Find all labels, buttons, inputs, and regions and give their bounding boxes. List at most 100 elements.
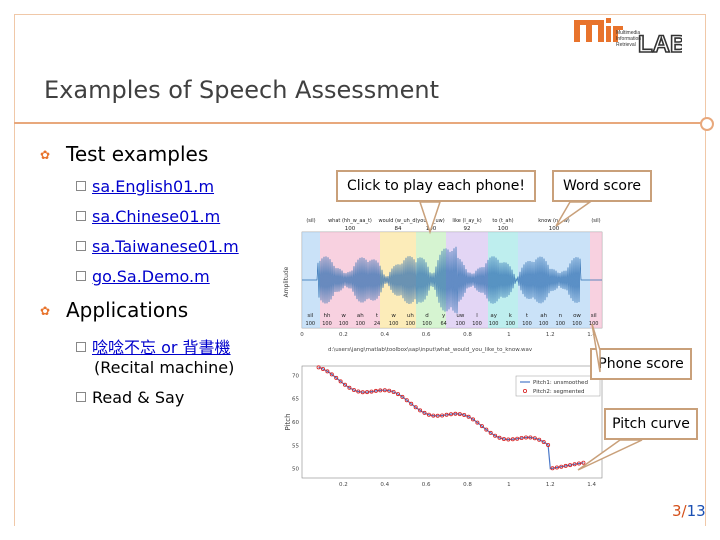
callout-word-score-text: Word score	[562, 178, 642, 194]
speech-assessment-figure: (sil) what (hh_w_aa_t) would (w_uh_d) you (…	[283, 218, 603, 488]
pitch-point	[382, 388, 387, 393]
checkbox-bullet-icon	[76, 241, 86, 251]
page-total: 13	[686, 502, 706, 520]
word-label: like (l_ay_k)	[452, 218, 481, 224]
pitch-point	[316, 365, 321, 370]
phone-score: 100	[556, 321, 566, 327]
pitch-point	[365, 390, 370, 395]
waveform-x-tick: 0.6	[422, 332, 431, 338]
bullet-applications: ✿ Applications	[40, 298, 189, 322]
word-label: to (t_ah)	[492, 218, 513, 224]
word-segment	[416, 232, 446, 328]
app-item-recital-english: (Recital machine)	[94, 358, 235, 377]
pitch-point	[501, 436, 506, 441]
pitch-y-tick: 70	[292, 373, 299, 379]
pitch-point	[563, 463, 568, 468]
link-sa-taiwanese[interactable]: sa.Taiwanese01.m	[92, 237, 239, 256]
pitch-point	[550, 466, 555, 471]
app-item-recital-sub: (Recital machine)	[94, 358, 234, 377]
callout-phone-score-text: Phone score	[598, 356, 684, 372]
pitch-point	[484, 427, 489, 432]
file-path-label: d:\users\jang\matlab\toolbox\sap\input\w…	[328, 347, 533, 353]
phone-label: d	[425, 313, 429, 319]
logo-line-1: Multimedia	[616, 30, 640, 36]
phone-score: 100	[322, 321, 332, 327]
phone-label: t	[376, 313, 379, 319]
phone-score: 100	[339, 321, 349, 327]
callout-pitch-curve: Pitch curve	[604, 408, 698, 440]
pitch-point	[537, 437, 542, 442]
word-label: you (y_uw)	[417, 218, 444, 224]
word-segment	[518, 232, 590, 328]
word-score: 100	[345, 226, 356, 232]
phone-label: ah	[357, 313, 364, 319]
link-recital-machine[interactable]: 唸唸不忘 or 背書機	[92, 338, 231, 357]
pitch-point	[546, 442, 551, 447]
link-go-sa-demo[interactable]: go.Sa.Demo.m	[92, 267, 210, 286]
pitch-point	[387, 388, 392, 393]
pitch-point	[426, 412, 431, 417]
phone-score: 100	[522, 321, 532, 327]
checkbox-bullet-icon	[76, 211, 86, 221]
logo-line-2: Information	[616, 36, 641, 42]
waveform-y-label: Amplitude	[283, 266, 290, 297]
pitch-point	[431, 413, 436, 418]
pitch-curve-segmented	[316, 365, 586, 471]
word-label: (sil)	[591, 218, 600, 224]
pitch-point	[395, 392, 400, 397]
pitch-y-tick: 60	[292, 420, 299, 426]
pitch-point	[400, 394, 405, 399]
pitch-point	[479, 424, 484, 429]
checkbox-bullet-icon	[76, 271, 86, 281]
checkbox-bullet-icon	[76, 181, 86, 191]
waveform-x-ticks: 0 0.2 0.4 0.6 0.8 1 1.2 1.4	[300, 332, 596, 338]
pitch-x-tick: 1.4	[587, 482, 596, 488]
phone-score: 100	[489, 321, 499, 327]
pitch-point	[488, 430, 493, 435]
logo-lab-text: LAB.	[638, 31, 682, 58]
pitch-x-tick: 0.8	[463, 482, 472, 488]
word-segment	[380, 232, 416, 328]
phone-label: t	[526, 313, 529, 319]
waveform-x-tick: 1	[507, 332, 511, 338]
example-item-demo: go.Sa.Demo.m	[76, 267, 210, 286]
phone-score: 100	[422, 321, 432, 327]
link-sa-english[interactable]: sa.English01.m	[92, 177, 215, 196]
bullet-text: Applications	[66, 298, 189, 322]
app-item-recital: 唸唸不忘 or 背書機	[76, 334, 231, 358]
pitch-point	[351, 387, 356, 392]
callout-word-score: Word score	[552, 170, 652, 202]
pitch-point	[523, 435, 528, 440]
pitch-point	[532, 436, 537, 441]
waveform	[302, 246, 602, 314]
phone-score: 100	[572, 321, 582, 327]
phone-label: uw	[456, 313, 464, 319]
pitch-point	[440, 413, 445, 418]
pitch-point	[373, 388, 378, 393]
phone-score: 100	[589, 321, 599, 327]
example-item-taiwanese: sa.Taiwanese01.m	[76, 237, 239, 256]
phone-score: 100	[406, 321, 416, 327]
pitch-point	[422, 410, 427, 415]
pitch-point	[448, 412, 453, 417]
phone-label: uh	[407, 313, 414, 319]
waveform-x-tick: 0.8	[463, 332, 472, 338]
bullet-test-examples: ✿ Test examples	[40, 142, 208, 166]
word-scores: 100 84 100 92 100 100	[345, 226, 560, 232]
link-sa-chinese[interactable]: sa.Chinese01.m	[92, 207, 221, 226]
phone-score: 100	[356, 321, 366, 327]
waveform-x-tick: 0.4	[380, 332, 389, 338]
pitch-y-ticks: 70 65 60 55 50	[292, 373, 299, 472]
pitch-point	[404, 398, 409, 403]
phone-label: l	[476, 313, 478, 319]
pitch-point	[510, 437, 515, 442]
pitch-point	[321, 366, 326, 371]
phone-label: y	[442, 313, 446, 319]
pitch-point	[435, 413, 440, 418]
phone-score: 100	[539, 321, 549, 327]
pitch-legend: Pitch1: unsmoothed Pitch2: segmented	[515, 375, 601, 397]
phone-label: hh	[324, 313, 331, 319]
page-separator: /	[681, 502, 687, 520]
word-score: 100	[549, 226, 560, 232]
